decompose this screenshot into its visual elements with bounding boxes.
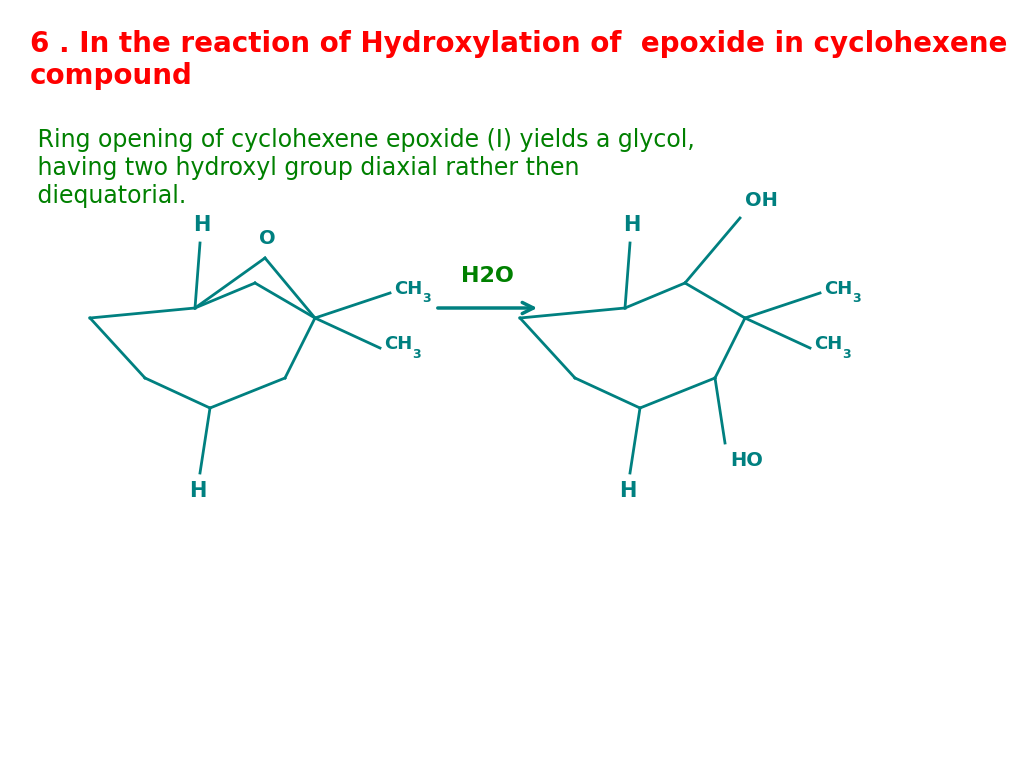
- Text: H: H: [189, 481, 207, 501]
- Text: H: H: [620, 481, 637, 501]
- Text: O: O: [259, 229, 275, 248]
- Text: H: H: [194, 215, 211, 235]
- Text: 3: 3: [842, 347, 851, 360]
- Text: HO: HO: [730, 451, 763, 470]
- Text: CH: CH: [814, 335, 843, 353]
- Text: H: H: [624, 215, 641, 235]
- Text: Ring opening of cyclohexene epoxide (I) yields a glycol,
 having two hydroxyl gr: Ring opening of cyclohexene epoxide (I) …: [30, 128, 694, 207]
- Text: 3: 3: [422, 293, 431, 306]
- Text: H2O: H2O: [461, 266, 514, 286]
- Text: 3: 3: [852, 293, 860, 306]
- Text: 3: 3: [412, 347, 421, 360]
- Text: 6 . In the reaction of Hydroxylation of  epoxide in cyclohexene
compound: 6 . In the reaction of Hydroxylation of …: [30, 30, 1008, 91]
- Text: OH: OH: [745, 191, 778, 210]
- Text: CH: CH: [394, 280, 422, 298]
- Text: CH: CH: [384, 335, 413, 353]
- Text: CH: CH: [824, 280, 852, 298]
